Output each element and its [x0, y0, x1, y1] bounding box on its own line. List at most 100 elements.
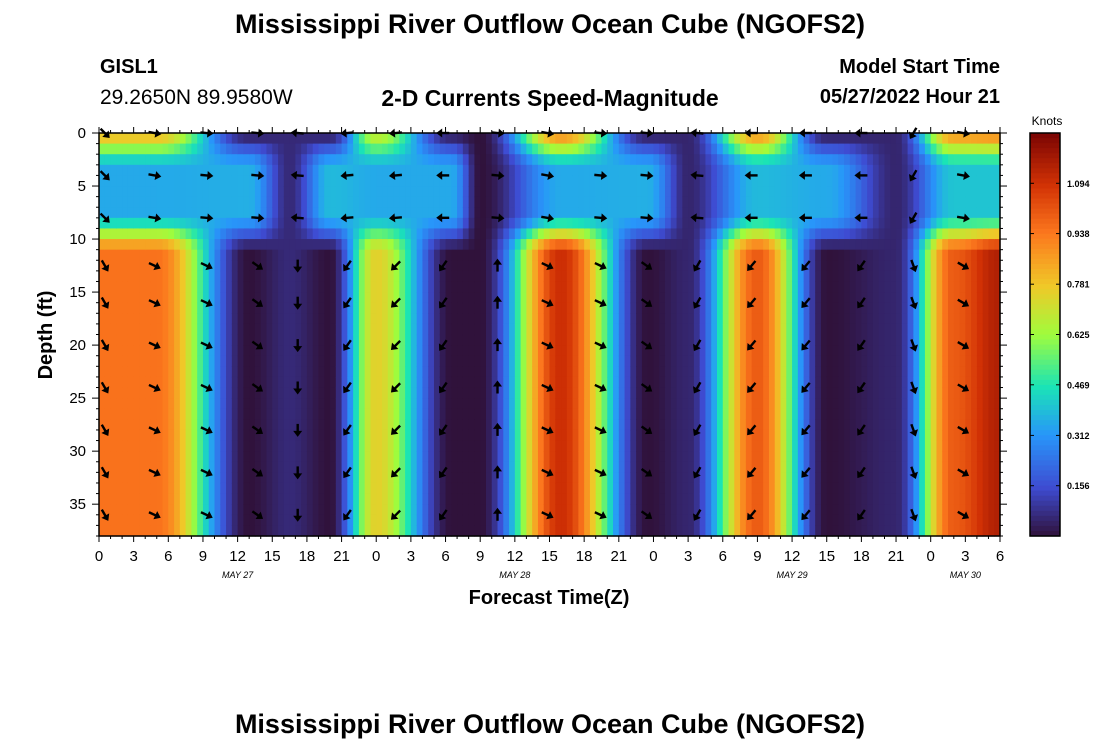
heatmap-cell	[485, 345, 493, 357]
heatmap-cell	[289, 398, 296, 410]
heatmap-cell	[624, 461, 631, 473]
heatmap-cell	[820, 408, 828, 420]
heatmap-cell	[306, 355, 314, 367]
heatmap-cell	[578, 143, 585, 155]
heatmap-cell	[676, 408, 683, 420]
heatmap-cell	[792, 366, 799, 378]
heatmap-cell	[792, 270, 799, 283]
heatmap-cell	[509, 345, 516, 357]
heatmap-cell	[393, 164, 400, 177]
heatmap-cell	[295, 355, 302, 367]
heatmap-cell	[636, 239, 643, 251]
heatmap-cell	[768, 461, 776, 473]
heatmap-cell	[104, 228, 112, 240]
heatmap-cell	[665, 186, 672, 198]
heatmap-cell	[208, 472, 216, 484]
heatmap-cell	[641, 228, 649, 240]
heatmap-cell	[768, 207, 776, 219]
heatmap-cell	[786, 355, 793, 367]
heatmap-cell	[266, 504, 273, 516]
heatmap-cell	[792, 175, 799, 187]
heatmap-cell	[474, 270, 481, 283]
heatmap-cell	[705, 504, 712, 516]
heatmap-cell	[549, 504, 556, 516]
heatmap-cell	[116, 461, 123, 473]
heatmap-cell	[659, 440, 666, 452]
heatmap-cell	[208, 154, 216, 166]
heatmap-cell	[156, 186, 164, 198]
heatmap-cell	[532, 334, 539, 346]
heatmap-cell	[578, 472, 585, 484]
heatmap-cell	[150, 345, 158, 357]
heatmap-cell	[301, 249, 308, 261]
heatmap-cell	[480, 451, 487, 463]
heatmap-cell	[335, 376, 343, 389]
heatmap-cell	[312, 419, 320, 431]
heatmap-cell	[139, 323, 146, 336]
heatmap-cell	[451, 366, 458, 378]
heatmap-cell	[699, 281, 707, 293]
heatmap-cell	[682, 239, 689, 251]
heatmap-cell	[520, 323, 527, 336]
heatmap-cell	[145, 186, 152, 198]
heatmap-cell	[803, 408, 811, 420]
heatmap-cell	[792, 228, 799, 240]
heatmap-cell	[740, 514, 747, 526]
heatmap-cell	[185, 387, 193, 399]
heatmap-cell	[370, 154, 377, 166]
heatmap-cell	[179, 514, 187, 526]
heatmap-cell	[549, 323, 556, 336]
heatmap-cell	[197, 472, 204, 484]
heatmap-cell	[272, 472, 279, 484]
heatmap-cell	[693, 175, 701, 187]
heatmap-cell	[156, 249, 164, 261]
heatmap-cell	[849, 493, 857, 505]
heatmap-cell	[543, 175, 551, 187]
heatmap-cell	[399, 302, 406, 314]
heatmap-cell	[202, 440, 210, 452]
heatmap-cell	[688, 451, 695, 463]
heatmap-cell	[208, 217, 216, 230]
heatmap-cell	[168, 292, 175, 304]
heatmap-cell	[156, 228, 164, 240]
heatmap-cell	[716, 419, 724, 431]
heatmap-cell	[324, 408, 331, 420]
heatmap-cell	[601, 429, 608, 442]
heatmap-cell	[768, 186, 776, 198]
heatmap-cell	[283, 207, 291, 219]
heatmap-cell	[745, 323, 753, 336]
heatmap-cell	[641, 154, 649, 166]
heatmap-cell	[797, 207, 805, 219]
heatmap-cell	[393, 270, 400, 283]
heatmap-cell	[312, 217, 320, 230]
heatmap-cell	[405, 292, 412, 304]
heatmap-cell	[722, 408, 730, 420]
heatmap-cell	[820, 260, 828, 272]
heatmap-cell	[768, 270, 776, 283]
heatmap-cell	[353, 345, 360, 357]
heatmap-cell	[601, 334, 608, 346]
heatmap-cell	[191, 482, 198, 495]
heatmap-cell	[208, 323, 216, 336]
heatmap-cell	[682, 302, 689, 314]
heatmap-cell	[665, 175, 672, 187]
heatmap-cell	[468, 281, 476, 293]
heatmap-cell	[480, 313, 487, 325]
heatmap-cell	[647, 164, 655, 177]
heatmap-cell	[306, 228, 314, 240]
heatmap-cell	[364, 493, 372, 505]
heatmap-cell	[122, 313, 129, 325]
heatmap-cell	[768, 323, 776, 336]
heatmap-cell	[572, 514, 579, 526]
heatmap-cell	[260, 154, 268, 166]
heatmap-cell	[618, 154, 626, 166]
heatmap-cell	[676, 270, 683, 283]
heatmap-cell	[168, 504, 175, 516]
heatmap-cell	[220, 143, 227, 155]
heatmap-cell	[763, 514, 770, 526]
heatmap-cell	[220, 175, 227, 187]
heatmap-cell	[509, 249, 516, 261]
heatmap-cell	[613, 514, 620, 526]
heatmap-cell	[491, 504, 499, 516]
heatmap-cell	[162, 472, 169, 484]
